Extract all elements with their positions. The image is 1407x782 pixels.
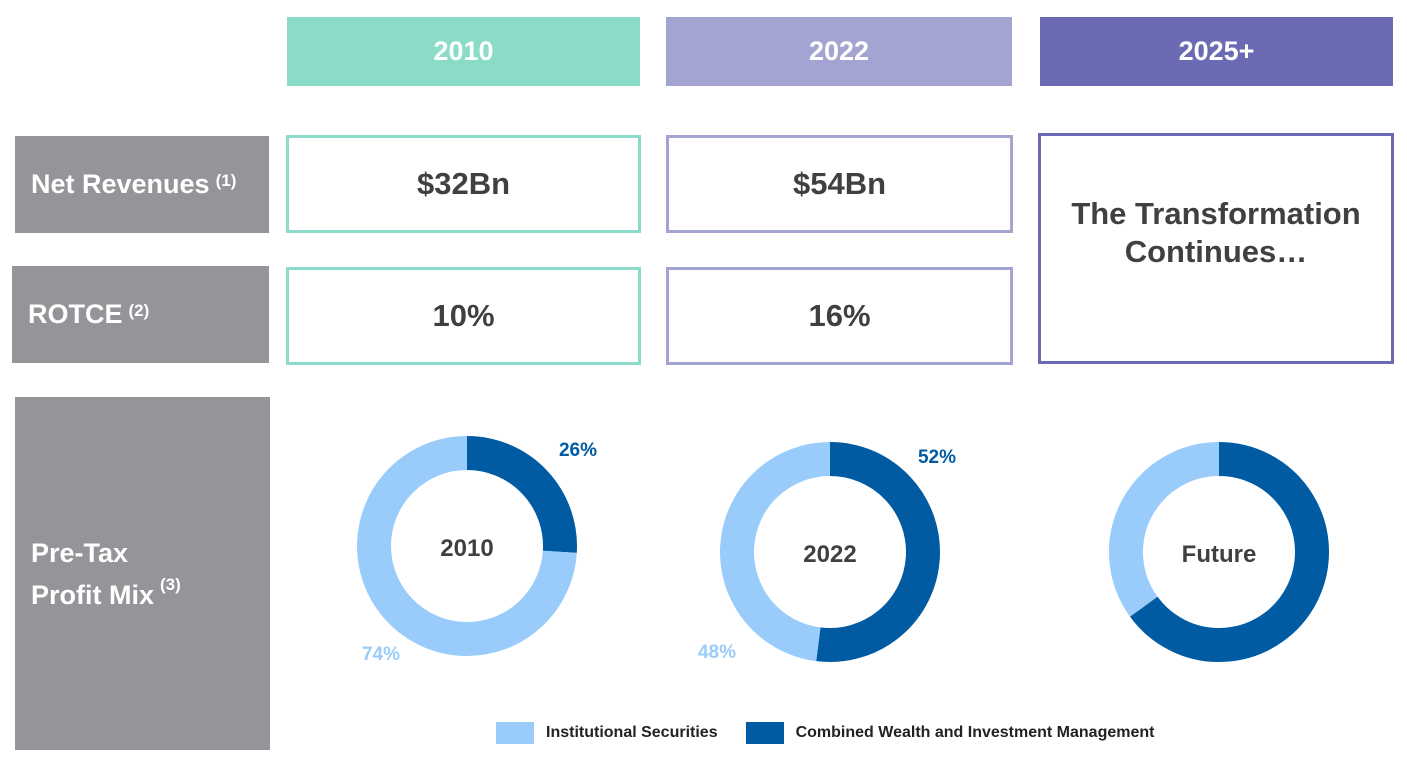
header-2025-label: 2025+ [1178, 36, 1255, 66]
donut-0-center-label: 2010 [440, 535, 493, 562]
rotce-2022-value: 16% [808, 298, 871, 333]
rotce-note: (2) [128, 300, 150, 320]
donut-1-label-institutional: 48% [698, 642, 736, 663]
donut-1-segment-institutional [720, 442, 831, 662]
legend-label-wealth: Combined Wealth and Investment Managemen… [795, 724, 1155, 741]
net-revenues-2022-value: $54Bn [792, 166, 887, 201]
net-revenues-2010-value: $32Bn [416, 166, 511, 201]
future-text: The Transformation Continues… [1071, 195, 1360, 271]
future-box: The Transformation Continues… [1038, 133, 1394, 364]
row-label-pretax: Pre-Tax Profit Mix (3) [15, 397, 270, 750]
donut-0-segment-institutional [357, 436, 577, 656]
future-line1: The Transformation [1071, 195, 1361, 231]
donut-1-segment-wealth [816, 442, 940, 662]
donut-2-segment-institutional [1109, 442, 1220, 617]
net-revenues-2022-box: $54Bn [666, 135, 1013, 233]
header-2010: 2010 [287, 17, 640, 86]
rotce-text: ROTCE [28, 299, 123, 329]
donut-2-segment-wealth [1130, 442, 1329, 662]
header-2022-label: 2022 [808, 36, 870, 66]
pretax-line2: Profit Mix (3) [31, 571, 181, 613]
donut-2-center-label: Future [1182, 541, 1257, 568]
rotce-2022-box: 16% [666, 267, 1013, 365]
rotce-2010-value: 10% [432, 298, 495, 333]
rotce-2010-box: 10% [286, 267, 641, 365]
header-2010-label: 2010 [433, 36, 494, 66]
row-label-rotce: ROTCE (2) [12, 266, 269, 363]
future-line2: Continues… [1124, 233, 1308, 269]
donut-0-label-institutional: 74% [362, 644, 400, 665]
legend-swatch-institutional [496, 722, 534, 744]
net-revenues-note: (1) [215, 170, 237, 190]
donut-0-label-wealth: 26% [559, 440, 597, 461]
header-2025: 2025+ [1040, 17, 1393, 86]
pretax-note: (3) [160, 574, 181, 594]
net-revenues-text: Net Revenues [31, 169, 210, 199]
chart-legend: Institutional Securities Combined Wealth… [496, 720, 1154, 746]
legend-label-institutional: Institutional Securities [546, 724, 718, 741]
legend-swatch-wealth [745, 722, 784, 744]
header-2022: 2022 [666, 17, 1012, 86]
pretax-line2-text: Profit Mix [31, 579, 155, 610]
pretax-label: Pre-Tax Profit Mix (3) [31, 535, 181, 613]
row-label-net-revenues: Net Revenues (1) [15, 136, 269, 233]
donut-0-segment-wealth [466, 436, 577, 553]
donut-1-label-wealth: 52% [918, 447, 956, 468]
pretax-line1: Pre-Tax [31, 537, 129, 568]
net-revenues-2010-box: $32Bn [286, 135, 641, 233]
donut-1-center-label: 2022 [803, 541, 856, 568]
